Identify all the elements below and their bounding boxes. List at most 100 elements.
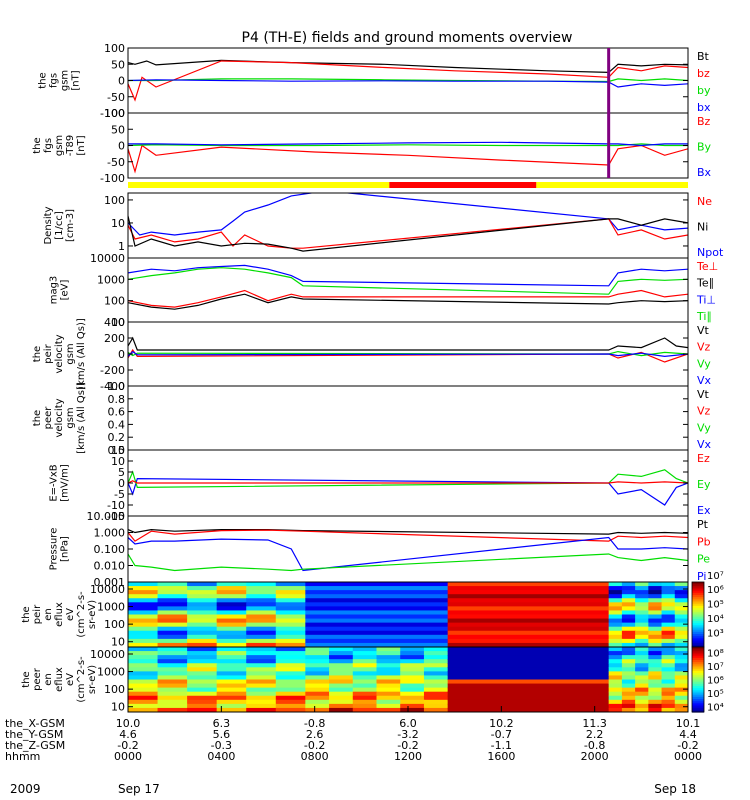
spectrogram-cell <box>305 679 330 685</box>
panel-frame <box>127 257 689 323</box>
spectrogram-cell <box>246 622 277 628</box>
spectrogram-cell <box>621 642 636 647</box>
spectrogram-cell <box>275 663 306 668</box>
spectrogram-cell <box>275 642 306 647</box>
legend-temperature: Te⊥ Te∥ Ti⊥ Ti∥ <box>696 260 718 323</box>
spectrogram-cell <box>157 699 188 705</box>
spectrogram-cell <box>157 683 188 689</box>
y-tick-label: 0.0 <box>108 444 126 457</box>
spectrogram-cell <box>621 667 636 672</box>
spectrogram-cell <box>648 647 663 652</box>
spectrogram-cell <box>661 683 676 689</box>
spectrogram-cell <box>329 663 354 668</box>
colorbar-peir_eflux: 10⁷ 10⁶ 10⁵ 10⁴ 10³ <box>691 571 724 648</box>
spectrogram-cell <box>635 683 649 689</box>
spectrogram-cell <box>661 618 676 624</box>
spectrogram-cell <box>187 699 218 705</box>
spectrogram-cell <box>423 703 449 709</box>
spectrogram-cell <box>128 590 159 595</box>
y-label-line: [km/s (All Qs)] <box>76 382 87 454</box>
y-label-line: eV <box>65 673 76 686</box>
ephemeris-value: 4.6 <box>119 728 137 741</box>
colorbar-step <box>692 605 704 609</box>
spectrogram-cell <box>187 602 218 607</box>
spectrogram-cell <box>400 651 425 656</box>
spectrogram-cell <box>275 667 306 672</box>
spectrogram-cell <box>157 667 188 672</box>
spectrogram-cell <box>216 695 247 701</box>
colorbar-tick-label: 10⁵ <box>707 689 724 700</box>
spectrogram-cell <box>275 699 306 705</box>
spectrogram-cell <box>246 687 277 693</box>
spectrogram-cell <box>187 634 218 640</box>
y-label-line: gsm <box>65 407 76 428</box>
spectrogram-cell <box>635 638 649 644</box>
spectrogram-cell <box>246 602 277 607</box>
spectrogram-cell <box>400 667 425 672</box>
colorbar-tick-label: 10⁶ <box>707 585 724 596</box>
spectrogram-cell <box>674 679 688 685</box>
spectrogram-cell <box>648 707 663 712</box>
y-label-line: velocity <box>54 398 65 437</box>
spectrogram-cell <box>608 679 623 685</box>
spectrogram-cell <box>635 703 649 709</box>
spectrogram-cell <box>187 622 218 628</box>
spectrogram-cell <box>621 634 636 640</box>
spectrogram-cell <box>275 586 306 591</box>
spectrogram-cell <box>648 594 663 599</box>
spectrogram-cell <box>157 630 188 636</box>
y-tick-label: 400 <box>104 316 125 329</box>
spectrogram-cell <box>157 602 188 607</box>
spectrogram-cell <box>661 675 676 681</box>
spectrogram-cell <box>305 647 330 652</box>
spectrogram-cell <box>608 655 623 660</box>
y-label-line: peer <box>43 406 54 430</box>
spectrogram-cell <box>246 703 277 709</box>
spectrogram-cell <box>661 691 676 697</box>
spectrogram-cell <box>674 626 688 632</box>
colorbar-step <box>692 666 704 670</box>
panel-peir_eflux: 10⁷ 10⁶ 10⁵ 10⁴ 10³ 10000 1000 100 10 the peir en ef… <box>21 571 724 649</box>
panel-frame <box>127 385 689 451</box>
spectrogram-cell <box>635 647 649 652</box>
spectrogram-cell <box>305 586 449 591</box>
spectrogram-cell <box>305 675 330 681</box>
spectrogram-cell <box>635 586 649 591</box>
ephemeris-value: 10.2 <box>489 717 514 730</box>
panel-density: Ne Ni Npot 100 10 1 Density [1/cc] [cm-3] <box>43 192 724 259</box>
spectrogram-cell <box>275 602 306 607</box>
spectrogram-cell <box>621 638 636 644</box>
spectrogram-cell <box>187 582 218 587</box>
spectrogram-cell <box>423 675 449 681</box>
colorbar-step <box>692 660 704 663</box>
colorbar-step <box>692 679 704 683</box>
y-ticks: 1.00.80.60.40.20.0 <box>108 380 688 457</box>
mode-bar-segment <box>128 182 390 188</box>
spectrogram-cell <box>246 594 277 599</box>
legend-entry: Vz <box>697 341 711 354</box>
spectrogram-cell <box>128 638 159 644</box>
spectrogram-cell <box>400 679 425 685</box>
spectrogram-cell <box>635 606 649 612</box>
legend-density: Ne Ni Npot <box>697 195 724 259</box>
spectrogram-cell <box>246 651 277 656</box>
y-tick-label: -10 <box>107 499 125 512</box>
colorbar-step <box>692 610 704 613</box>
spectrogram-cell <box>661 586 676 591</box>
spectrogram-cell <box>621 707 636 712</box>
spectrogram-cell <box>128 618 159 624</box>
spectrogram-cell <box>608 707 623 712</box>
spectrogram-cell <box>187 642 218 647</box>
spectrogram-cell <box>608 586 623 591</box>
spectrogram-cell <box>447 671 610 677</box>
series-group <box>128 528 688 572</box>
colorbar-step <box>692 592 704 596</box>
spectrogram-cell <box>648 622 663 628</box>
spectrogram-cell <box>608 634 623 640</box>
y-tick-label: 50 <box>111 123 125 136</box>
y-label-line: gsm <box>60 70 71 91</box>
spectrogram-cell <box>246 695 277 701</box>
y-label-line: eflux <box>54 602 65 627</box>
y-label-line: fgs <box>43 138 54 153</box>
spectrogram-cell <box>305 606 449 612</box>
